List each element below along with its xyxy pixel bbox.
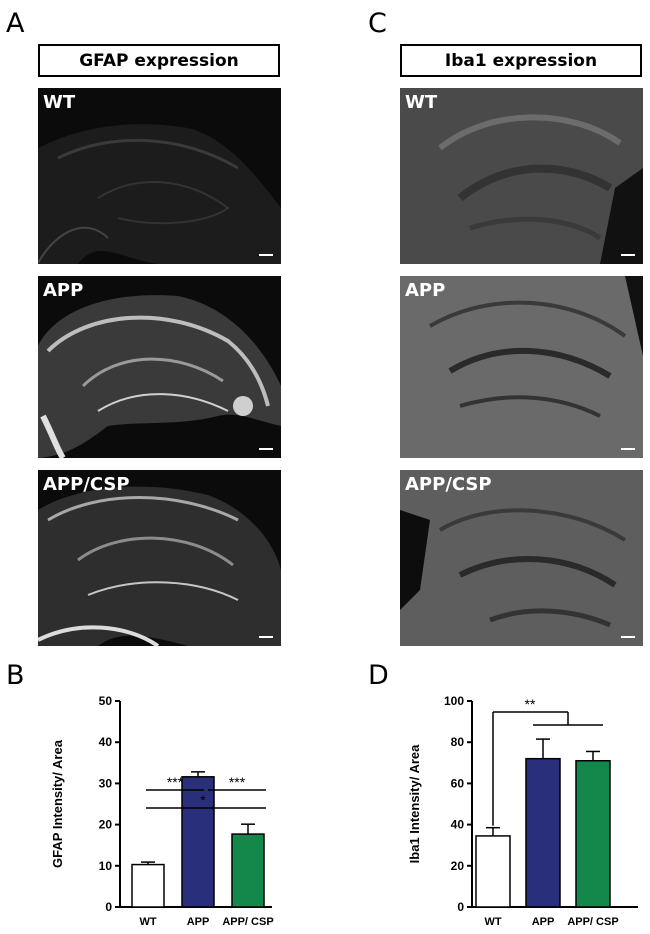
gfap-app-image: APP <box>38 276 281 458</box>
y-axis-label: Iba1 Intensity/ Area <box>407 744 422 863</box>
bar <box>575 759 611 908</box>
y-tick-label: 0 <box>457 900 464 914</box>
bar <box>131 863 165 908</box>
gfap-bar-chart: 0 10 20 30 40 50 GFAP Intensity/ Area WT APP APP/… <box>50 694 274 928</box>
gfap-wt-image: WT <box>38 88 281 264</box>
bar <box>231 833 265 908</box>
x-tick-label: APP <box>532 916 555 928</box>
bar <box>181 776 215 908</box>
gfap-wt-tissue <box>38 124 281 264</box>
x-tick-label: WT <box>139 916 156 928</box>
y-tick-label: 20 <box>99 818 113 832</box>
gfap-app-csp-label: APP/CSP <box>43 474 130 495</box>
iba1-wt-tissue <box>400 88 643 264</box>
scale-bar <box>259 254 273 256</box>
panel-letter-b: B <box>6 660 25 691</box>
y-tick-label: 60 <box>451 776 465 790</box>
panel-letter-c: C <box>368 8 387 39</box>
bar <box>525 757 561 908</box>
y-tick-label: 40 <box>99 735 113 749</box>
significance-label: * <box>200 792 206 808</box>
iba1-bar-chart: 0 20 40 60 80 100 Iba1 Intensity/ Area WT APP APP… <box>407 694 638 928</box>
scale-bar <box>259 448 273 450</box>
iba1-app-image: APP <box>400 276 643 458</box>
iba1-app-csp-tissue <box>400 470 643 646</box>
y-tick-label: 20 <box>451 859 465 873</box>
y-tick-label: 10 <box>99 859 113 873</box>
x-tick-label: WT <box>484 916 501 928</box>
iba1-app-csp-image: APP/CSP <box>400 470 643 646</box>
significance-label: *** <box>229 774 246 790</box>
scale-bar <box>621 254 635 256</box>
x-tick-label: APP/ CSP <box>567 916 618 928</box>
iba1-app-label: APP <box>405 280 446 301</box>
y-tick-label: 80 <box>451 735 465 749</box>
gfap-app-csp-image: APP/CSP <box>38 470 281 646</box>
significance-label: *** <box>167 774 184 790</box>
gfap-title-box: GFAP expression <box>38 44 280 77</box>
iba1-wt-image: WT <box>400 88 643 264</box>
x-tick-label: APP/ CSP <box>222 916 273 928</box>
iba1-title-box: Iba1 expression <box>400 44 642 77</box>
y-tick-label: 50 <box>99 694 113 708</box>
gfap-app-label: APP <box>43 280 84 301</box>
x-tick-label: APP <box>187 916 210 928</box>
gfap-wt-label: WT <box>43 92 76 113</box>
y-tick-label: 40 <box>451 818 465 832</box>
scale-bar <box>621 636 635 638</box>
y-tick-label: 100 <box>444 694 464 708</box>
scale-bar <box>259 636 273 638</box>
iba1-wt-label: WT <box>405 92 438 113</box>
y-tick-label: 30 <box>99 776 113 790</box>
bar <box>475 835 511 908</box>
panel-letter-d: D <box>368 660 389 691</box>
y-axis-label: GFAP Intensity/ Area <box>50 739 65 868</box>
gfap-app-tissue <box>38 295 281 458</box>
scale-bar <box>621 448 635 450</box>
y-tick-label: 0 <box>105 900 112 914</box>
significance-label: ** <box>525 696 536 712</box>
gfap-app-csp-tissue <box>38 486 281 646</box>
panel-letter-a: A <box>6 8 25 39</box>
iba1-app-csp-label: APP/CSP <box>405 474 492 495</box>
iba1-app-tissue <box>400 276 643 458</box>
